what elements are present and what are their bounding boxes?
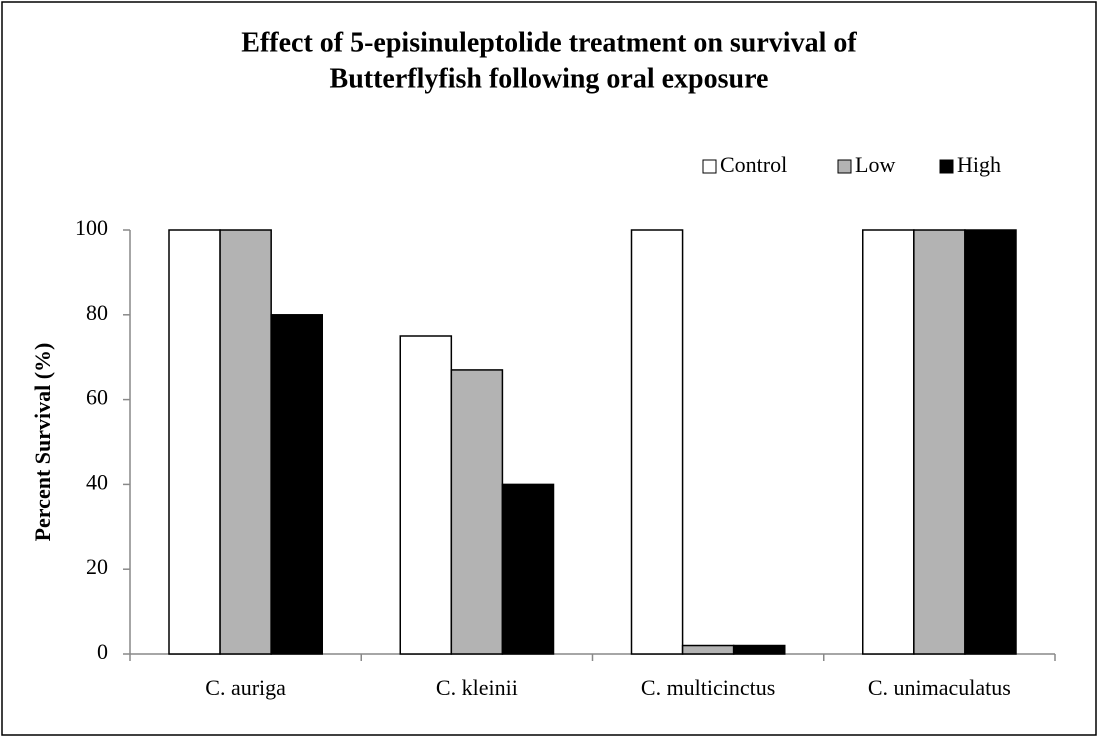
bar (630, 229, 684, 655)
bar (399, 335, 453, 655)
y-axis-title: Percent Survival (%) (30, 343, 55, 542)
bar (862, 229, 915, 655)
x-tick-label: C. multicinctus (641, 675, 775, 700)
legend-swatch (702, 159, 717, 174)
bar (681, 644, 735, 655)
chart-title: Butterflyfish following oral exposure (330, 63, 769, 94)
y-tick-label: 80 (86, 300, 108, 325)
chart-title: Effect of 5-episinuleptolide treatment o… (241, 27, 857, 58)
x-tick-label: C. auriga (205, 675, 286, 700)
bar (450, 369, 504, 655)
y-tick-label: 40 (86, 469, 108, 494)
bar (168, 229, 221, 655)
x-tick-label: C. unimaculatus (868, 675, 1011, 700)
y-tick-label: 100 (75, 215, 108, 240)
bar (501, 483, 555, 655)
bar (270, 314, 323, 655)
y-tick-label: 0 (97, 639, 108, 664)
y-tick-label: 60 (86, 385, 108, 410)
bar (732, 644, 786, 655)
bar (964, 229, 1017, 655)
bar (913, 229, 966, 655)
legend-label: High (957, 152, 1001, 177)
x-tick-label: C. kleinii (436, 675, 518, 700)
y-tick-label: 20 (86, 554, 108, 579)
legend-swatch (939, 159, 954, 174)
legend-label: Control (720, 152, 787, 177)
legend-label: Low (855, 152, 895, 177)
legend-swatch (837, 159, 852, 174)
bar (219, 229, 272, 655)
